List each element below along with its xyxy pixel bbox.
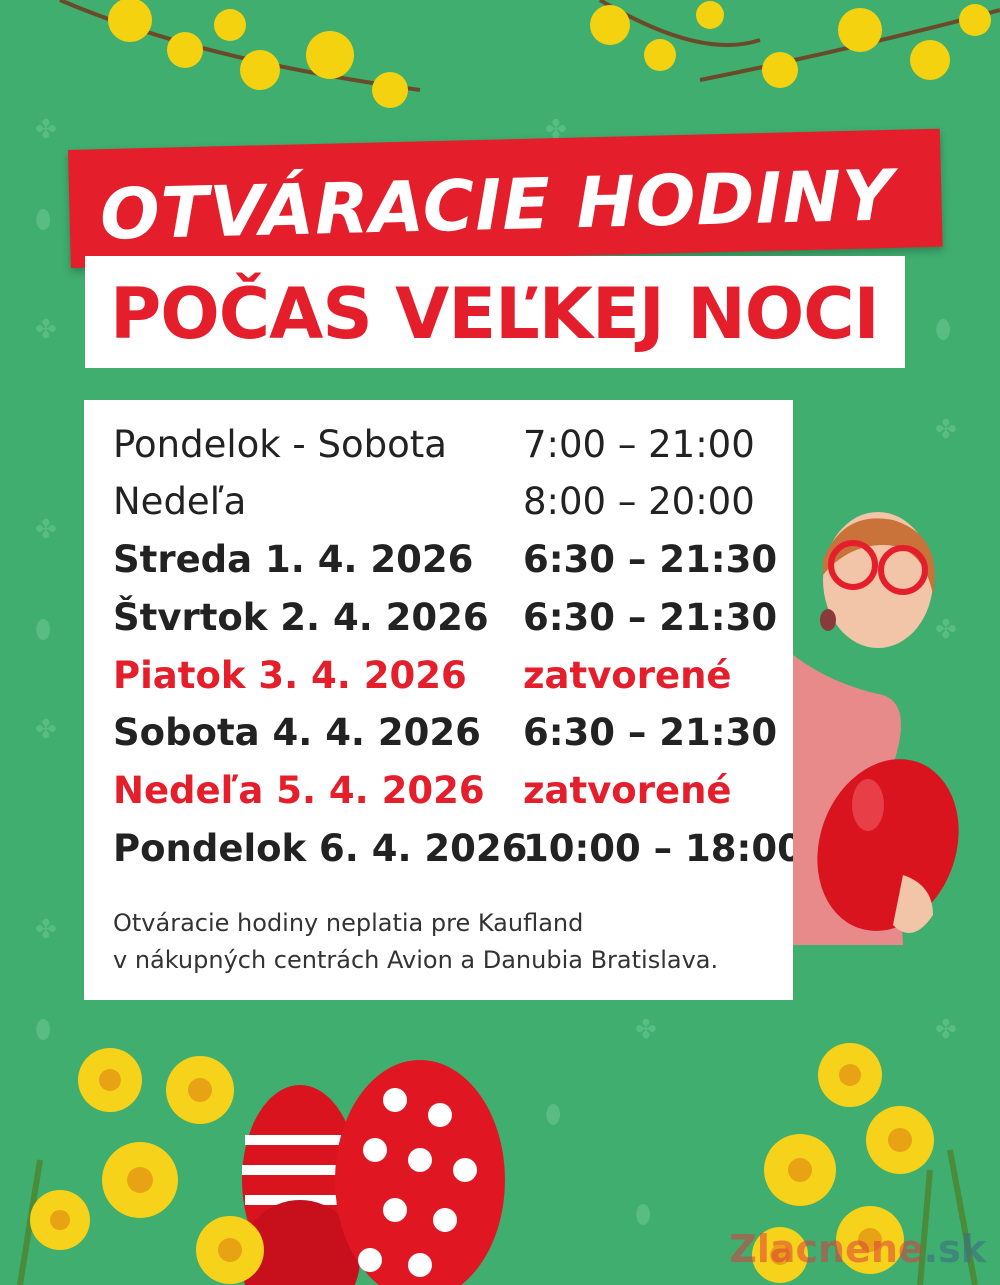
flower-pattern-icon: ✤ <box>35 915 57 945</box>
flower-pattern-icon: ✤ <box>635 1015 657 1045</box>
day-label: Streda 1. 4. 2026 <box>113 538 474 581</box>
day-label: Štvrtok 2. 4. 2026 <box>113 596 489 639</box>
flower-pattern-icon: ✤ <box>35 715 57 745</box>
watermark: Zlacnene.sk <box>729 1227 986 1271</box>
day-label: Pondelok 6. 4. 2026 <box>113 827 528 870</box>
woman-with-egg-illustration <box>793 512 959 945</box>
flower-pattern-icon: ✤ <box>35 515 57 545</box>
note-line-2: v nákupných centrách Avion a Danubia Bra… <box>113 946 719 974</box>
hours-row-closed: Nedeľa 5. 4. 2026 zatvorené <box>113 762 793 820</box>
time-value: 6:30 – 21:30 <box>523 711 778 754</box>
hours-row: Štvrtok 2. 4. 2026 6:30 – 21:30 <box>113 589 793 647</box>
time-value: 7:00 – 21:00 <box>523 423 755 466</box>
watermark-main: Zlacnene <box>729 1227 924 1271</box>
day-label: Sobota 4. 4. 2026 <box>113 711 481 754</box>
easter-eggs-daffodils-decoration <box>17 1043 978 1285</box>
hours-row: Sobota 4. 4. 2026 6:30 – 21:30 <box>113 704 793 762</box>
hours-row: Pondelok - Sobota 7:00 – 21:00 <box>113 416 793 474</box>
day-label: Piatok 3. 4. 2026 <box>113 654 467 697</box>
time-value: 10:00 – 18:00 <box>523 827 803 870</box>
hours-row: Streda 1. 4. 2026 6:30 – 21:30 <box>113 531 793 589</box>
opening-hours-table: Pondelok - Sobota 7:00 – 21:00 Nedeľa 8:… <box>84 400 803 1000</box>
time-value: 8:00 – 20:00 <box>523 480 755 523</box>
egg-pattern-icon: ⬮ <box>545 1100 562 1130</box>
flower-pattern-icon: ✤ <box>935 615 957 645</box>
day-label: Pondelok - Sobota <box>113 423 447 466</box>
egg-pattern-icon: ⬮ <box>935 315 952 345</box>
flower-pattern-icon: ✤ <box>935 1015 957 1045</box>
title-banner-white <box>85 256 905 368</box>
egg-pattern-icon: ⬮ <box>35 615 52 645</box>
egg-pattern-icon: ⬮ <box>635 1200 652 1230</box>
watermark-suffix: .sk <box>923 1227 986 1271</box>
note-line-1: Otváracie hodiny neplatia pre Kaufland <box>113 909 584 937</box>
time-value: zatvorené <box>523 654 732 697</box>
flower-pattern-icon: ✤ <box>35 115 57 145</box>
flower-pattern-icon: ✤ <box>935 415 957 445</box>
egg-pattern-icon: ⬮ <box>35 1015 52 1045</box>
time-value: zatvorené <box>523 769 732 812</box>
hours-row: Pondelok 6. 4. 2026 10:00 – 18:00 <box>113 820 803 878</box>
day-label: Nedeľa 5. 4. 2026 <box>113 769 485 812</box>
forsythia-flowers-decoration <box>59 0 1000 108</box>
flower-pattern-icon: ✤ <box>35 315 57 345</box>
time-value: 6:30 – 21:30 <box>523 596 778 639</box>
day-label: Nedeľa <box>113 480 247 523</box>
hours-row-closed: Piatok 3. 4. 2026 zatvorené <box>113 647 793 705</box>
hours-row: Nedeľa 8:00 – 20:00 <box>113 473 793 531</box>
egg-pattern-icon: ⬮ <box>35 205 52 235</box>
title-line-2: POČAS VEĽKEJ NOCI <box>110 273 880 355</box>
time-value: 6:30 – 21:30 <box>523 538 778 581</box>
hours-note: Otváracie hodiny neplatia pre Kaufland v… <box>113 905 718 979</box>
